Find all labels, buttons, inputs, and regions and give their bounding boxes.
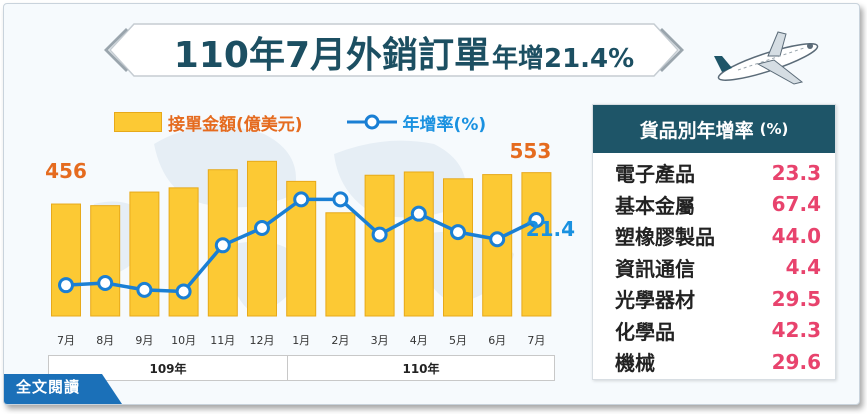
x-tick-label-12: 7月 [527,334,545,347]
last-bar-label: 553 [510,139,552,163]
legend-line-swatch [346,114,397,130]
list-item: 光學器材 29.5 [615,283,821,315]
panel-title: 貨品別年增率 [639,119,754,142]
x-tick-label-5: 12月 [250,334,275,347]
growth-point-1 [97,274,114,291]
category-name: 塑橡膠製品 [615,225,715,250]
growth-point-4 [214,237,231,254]
headline-suffix: 年增21.4% [492,44,635,74]
year-label-109: 109年 [48,355,288,381]
bar-10 [443,178,473,317]
legend-bar-swatch [114,112,162,132]
headline-banner [104,23,684,77]
legend-bar-label: 接單金額(億美元) [168,114,303,135]
chart-legend: 接單金額(億美元) 年增率(%) [114,108,486,136]
category-growth-panel: 貨品別年增率 (%) 電子產品 23.3 基本金屬 67.4 塑橡膠製品 44.0 資… [592,104,836,380]
list-item: 電子產品 23.3 [615,157,821,189]
read-all-label[interactable]: 全文閱讀 [16,378,81,396]
headline-main: 110年7月外銷訂單 [173,35,490,76]
read-all-tab[interactable] [4,374,122,404]
bar-0 [51,203,81,317]
infographic-frame: 110年7月外銷訂單 年增21.4% 接單金額(億美元) 年增率(%) 7月 8月… [3,3,860,405]
x-tick-label-6: 1月 [292,334,310,347]
bar-12 [521,172,552,317]
bar-8 [364,174,395,317]
x-tick-label-11: 6月 [488,334,506,347]
last-rate-label: 21.4 [526,217,575,241]
growth-point-8 [371,226,388,243]
year-axis: 109年 110年 [48,355,556,381]
growth-point-0 [58,277,74,294]
first-bar-label: 456 [45,159,87,183]
x-tick-label-10: 5月 [449,334,467,347]
category-value: 23.3 [771,160,821,185]
orders-chart: 7月 8月 9月 10月 11月 12月 1月 2月 3月 4月 5月 6月 7月 456 553 21.4 [45,139,575,347]
category-value: 44.0 [771,223,821,248]
list-item: 化學品 42.3 [615,315,821,347]
growth-point-10 [450,224,466,241]
year-label-110: 110年 [288,355,555,381]
bar-9 [403,171,434,317]
x-tick-label-1: 8月 [96,334,114,347]
bar-6 [286,180,317,317]
category-list: 電子產品 23.3 基本金屬 67.4 塑橡膠製品 44.0 資訊通信 4.4 光學器材… [593,153,835,378]
category-name: 光學器材 [615,288,695,313]
list-item: 資訊通信 4.4 [615,252,821,284]
list-item: 機械 29.6 [615,346,821,378]
bar-5 [247,160,277,317]
category-value: 42.3 [771,318,821,343]
list-item: 基本金屬 67.4 [615,189,821,221]
page-title: 110年7月外銷訂單 年增21.4% [144,26,664,76]
x-tick-label-4: 11月 [210,334,235,347]
growth-point-5 [254,219,270,236]
growth-point-2 [136,281,153,298]
category-name: 基本金屬 [615,193,695,218]
category-value: 4.4 [785,255,821,280]
x-tick-label-0: 7月 [57,334,75,347]
category-name: 化學品 [615,319,675,344]
category-value: 29.5 [771,286,821,311]
x-tick-label-9: 4月 [410,334,428,347]
panel-header: 貨品別年增率 (%) [593,105,835,153]
category-name: 資訊通信 [615,256,695,281]
x-tick-label-8: 3月 [371,334,389,347]
x-tick-label-3: 10月 [171,334,196,347]
category-name: 電子產品 [615,162,695,187]
category-value: 29.6 [771,349,821,374]
legend-line-label: 年增率(%) [402,114,487,135]
category-name: 機械 [615,351,655,376]
list-item: 塑橡膠製品 44.0 [615,220,821,252]
growth-point-7 [332,191,349,208]
growth-point-6 [293,191,310,208]
growth-point-12 [528,212,545,228]
growth-point-3 [175,283,192,300]
bar-1 [90,205,121,317]
growth-point-9 [410,205,427,222]
x-tick-label-2: 9月 [135,334,153,347]
growth-point-11 [489,231,506,248]
panel-unit: (%) [759,120,789,138]
airplane-icon [714,31,819,85]
bar-7 [325,212,356,317]
x-tick-label-7: 2月 [331,334,349,347]
category-value: 67.4 [771,192,821,217]
